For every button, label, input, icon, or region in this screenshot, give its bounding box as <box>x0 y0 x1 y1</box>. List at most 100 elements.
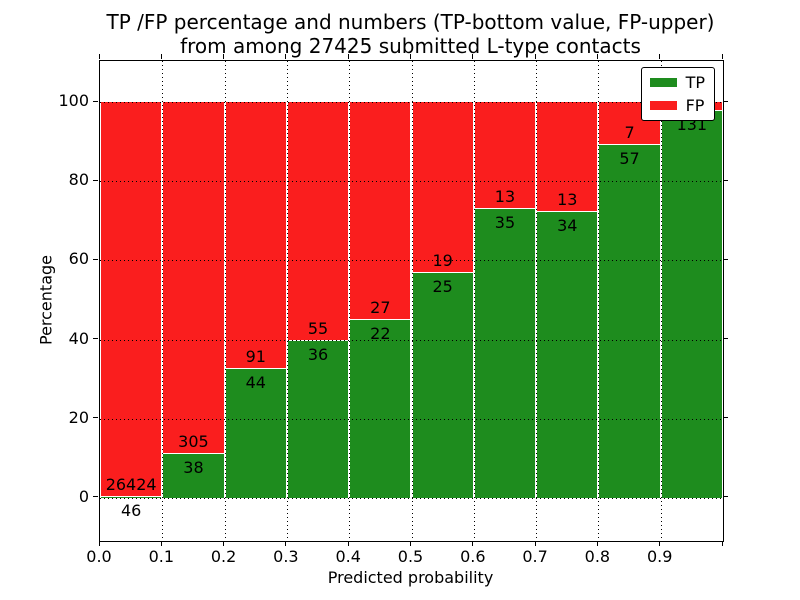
legend: TP FP <box>640 67 715 121</box>
tp-count-label: 38 <box>183 458 204 478</box>
fp-count-label: 305 <box>178 432 209 452</box>
x-tick-bottom <box>721 541 723 546</box>
y-tick-right <box>723 258 728 260</box>
x-tick-label-0.1: 0.1 <box>148 547 175 566</box>
y-tick-left <box>93 179 98 181</box>
fp-bar-segment <box>163 102 224 454</box>
fp-count-label: 7 <box>624 123 635 143</box>
x-tick-top <box>534 54 536 59</box>
tp-count-label: 34 <box>557 215 578 235</box>
bar-group-0.0 <box>100 61 162 541</box>
fp-count-label: 27 <box>370 298 391 318</box>
x-tick-bottom <box>98 541 100 546</box>
v-gridline-0.4 <box>349 61 351 541</box>
plot-area: 2642446305389144553627221925133513347573… <box>99 60 724 542</box>
v-gridline-0.9 <box>660 61 662 541</box>
tp-count-label: 22 <box>370 324 391 344</box>
y-tick-left <box>93 100 98 102</box>
y-tick-right <box>723 417 728 419</box>
v-gridline-0.2 <box>224 61 226 541</box>
x-tick-label-0.5: 0.5 <box>397 547 424 566</box>
y-tick-label-60: 60 <box>68 249 89 269</box>
y-tick-right <box>723 100 728 102</box>
y-tick-right <box>723 496 728 498</box>
bar-group-0.4 <box>349 61 411 541</box>
chart-title: TP /FP percentage and numbers (TP-bottom… <box>99 10 722 58</box>
fp-bar-segment <box>412 102 473 274</box>
x-tick-top <box>98 54 100 59</box>
x-tick-top <box>472 54 474 59</box>
x-tick-label-0.2: 0.2 <box>210 547 237 566</box>
x-tick-bottom <box>410 541 411 546</box>
tp-count-label: 35 <box>494 213 516 233</box>
x-axis-label: Predicted probability <box>327 568 494 587</box>
x-tick-top <box>160 54 162 59</box>
y-tick-right <box>723 338 728 340</box>
x-tick-bottom <box>285 541 287 546</box>
fp-legend-label: FP <box>685 95 705 115</box>
x-tick-bottom <box>596 541 598 546</box>
x-tick-top <box>721 54 723 59</box>
v-gridline-0.7 <box>536 61 538 541</box>
tp-count-label: 46 <box>120 501 142 521</box>
x-tick-label-0.7: 0.7 <box>522 547 548 566</box>
tp-count-label: 44 <box>245 372 266 392</box>
x-tick-top <box>223 54 225 59</box>
fp-count-label: 26424 <box>105 475 157 495</box>
y-tick-label-20: 20 <box>68 407 89 427</box>
y-tick-label-80: 80 <box>68 170 89 190</box>
fp-count-label: 19 <box>432 251 453 271</box>
x-tick-top <box>659 54 661 59</box>
tp-count-label: 57 <box>619 149 640 169</box>
v-gridline-0.8 <box>598 61 600 541</box>
v-gridline-0.3 <box>286 61 288 541</box>
x-tick-label-0.8: 0.8 <box>584 547 611 566</box>
tp-bar-segment <box>661 111 722 498</box>
tp-legend-label: TP <box>685 72 705 92</box>
bar-group-0.2 <box>225 61 287 541</box>
x-tick-top <box>410 54 411 59</box>
bar-group-0.7 <box>536 61 598 541</box>
fp-bar-segment <box>287 102 349 342</box>
tp-bar-segment <box>537 211 598 498</box>
x-tick-bottom <box>223 541 225 546</box>
tp-bar-segment <box>350 320 411 498</box>
fp-count-label: 55 <box>307 319 329 339</box>
fp-bar-segment <box>350 102 411 321</box>
tp-bar-segment <box>474 209 536 498</box>
tp-bar-segment <box>101 497 162 498</box>
y-tick-label-40: 40 <box>68 328 89 348</box>
x-tick-bottom <box>347 541 349 546</box>
bar-group-0.5 <box>412 61 474 541</box>
x-tick-label-0.0: 0.0 <box>86 547 112 566</box>
x-tick-label-0.9: 0.9 <box>646 547 673 566</box>
y-tick-left <box>93 417 98 419</box>
fp-bar-segment <box>101 102 162 498</box>
x-tick-bottom <box>534 541 536 546</box>
x-tick-top <box>347 54 349 59</box>
x-tick-label-0.4: 0.4 <box>335 547 361 566</box>
y-tick-left <box>93 496 98 498</box>
x-tick-top <box>596 54 598 59</box>
x-tick-bottom <box>472 541 474 546</box>
legend-item-fp: FP <box>649 95 705 115</box>
fp-count-label: 91 <box>245 346 266 366</box>
x-tick-label-0.3: 0.3 <box>273 547 299 566</box>
tp-bar-segment <box>599 145 660 498</box>
y-tick-left <box>93 338 98 340</box>
fp-legend-swatch <box>649 101 677 110</box>
y-tick-label-0: 0 <box>78 486 89 506</box>
y-tick-right <box>723 179 728 181</box>
bar-group-0.6 <box>474 61 536 541</box>
tp-bar-segment <box>163 454 224 498</box>
fp-bar-segment <box>225 102 286 369</box>
tp-bar-segment <box>225 368 286 498</box>
v-gridline-0.1 <box>162 61 164 541</box>
x-tick-bottom <box>659 541 661 546</box>
bar-group-0.1 <box>162 61 224 541</box>
y-tick-left <box>93 258 98 260</box>
x-tick-label-0.6: 0.6 <box>460 547 486 566</box>
tp-bar-segment <box>412 273 473 498</box>
tp-count-label: 36 <box>307 345 329 365</box>
